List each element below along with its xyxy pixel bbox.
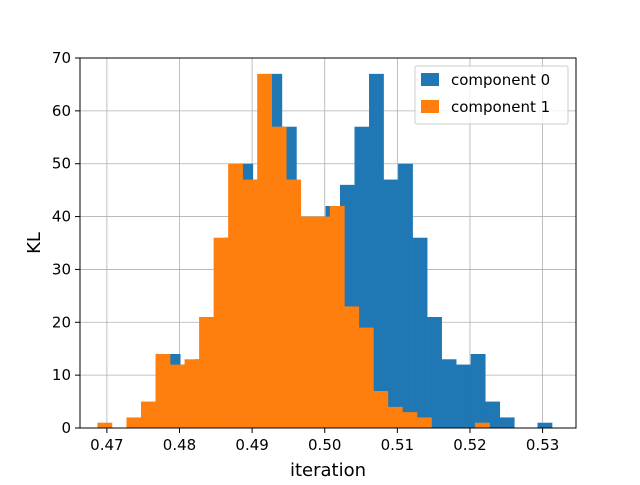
histogram-bar-series-1 bbox=[242, 179, 258, 428]
histogram-bar-series-1 bbox=[97, 422, 113, 428]
histogram-bar-series-1 bbox=[300, 216, 316, 428]
y-tick-label: 60 bbox=[52, 102, 71, 120]
x-axis-title: iteration bbox=[290, 460, 366, 480]
histogram-bar-series-1 bbox=[228, 163, 243, 428]
y-tick-label: 50 bbox=[52, 155, 71, 173]
y-axis-title: KL bbox=[24, 232, 45, 254]
histogram-bar-series-1 bbox=[126, 417, 142, 428]
histogram-bar-series-1 bbox=[155, 354, 171, 428]
histogram-bar-series-1 bbox=[344, 306, 360, 428]
legend-label-component-1: component 1 bbox=[451, 98, 550, 116]
legend-label-component-0: component 0 bbox=[451, 71, 550, 89]
x-tick-label: 0.51 bbox=[381, 436, 414, 454]
histogram-bar-series-0 bbox=[441, 359, 457, 428]
histogram-bar-series-0 bbox=[427, 317, 442, 428]
x-tick-label: 0.53 bbox=[526, 436, 559, 454]
histogram-bar-series-0 bbox=[456, 364, 471, 428]
y-tick-label: 10 bbox=[52, 366, 71, 384]
histogram-bar-series-1 bbox=[170, 364, 185, 428]
x-tick-label: 0.47 bbox=[90, 436, 123, 454]
histogram-bar-series-1 bbox=[358, 327, 374, 428]
histogram-bar-series-1 bbox=[141, 401, 156, 428]
histogram-bar-series-1 bbox=[402, 412, 418, 428]
histogram-bar-series-0 bbox=[383, 179, 399, 428]
y-tick-label: 70 bbox=[52, 49, 71, 67]
histogram-bar-series-1 bbox=[416, 417, 432, 428]
x-tick-label: 0.48 bbox=[163, 436, 196, 454]
histogram-bar-series-0 bbox=[499, 417, 515, 428]
y-tick-label: 40 bbox=[52, 208, 71, 226]
histogram-bar-series-1 bbox=[373, 391, 389, 428]
legend-swatch-component-1 bbox=[421, 100, 439, 113]
histogram-bar-series-1 bbox=[199, 317, 214, 428]
histogram-bar-series-1 bbox=[271, 126, 287, 428]
y-tick-label: 30 bbox=[52, 260, 71, 278]
histogram-bar-series-0 bbox=[537, 422, 553, 428]
histogram-bar-series-0 bbox=[485, 401, 501, 428]
axis-ticks: 0.47 0.48 0.49 0.50 0.51 0.52 0.53 0 10 20 30 40 50 6… bbox=[52, 49, 559, 454]
x-tick-label: 0.52 bbox=[453, 436, 486, 454]
y-tick-label: 20 bbox=[52, 313, 71, 331]
x-tick-label: 0.49 bbox=[235, 436, 268, 454]
histogram-bars bbox=[97, 73, 553, 428]
legend-swatch-component-0 bbox=[421, 73, 439, 86]
histogram-bar-series-1 bbox=[387, 406, 403, 428]
histogram-bar-series-1 bbox=[213, 237, 229, 428]
histogram-bar-series-1 bbox=[329, 206, 345, 428]
histogram-bar-series-0 bbox=[470, 354, 486, 428]
histogram-bar-series-1 bbox=[315, 216, 331, 428]
histogram-bar-series-1 bbox=[475, 422, 490, 428]
legend: component 0 component 1 bbox=[414, 65, 569, 125]
histogram-bar-series-1 bbox=[286, 179, 302, 428]
x-tick-label: 0.50 bbox=[308, 436, 341, 454]
legend-box bbox=[414, 65, 569, 125]
y-tick-label: 0 bbox=[61, 419, 71, 437]
histogram-bar-series-0 bbox=[412, 237, 428, 428]
histogram-bar-series-1 bbox=[184, 359, 200, 428]
histogram-bar-series-0 bbox=[398, 163, 413, 428]
plot-frame bbox=[79, 57, 577, 429]
histogram-bar-series-1 bbox=[257, 73, 273, 428]
